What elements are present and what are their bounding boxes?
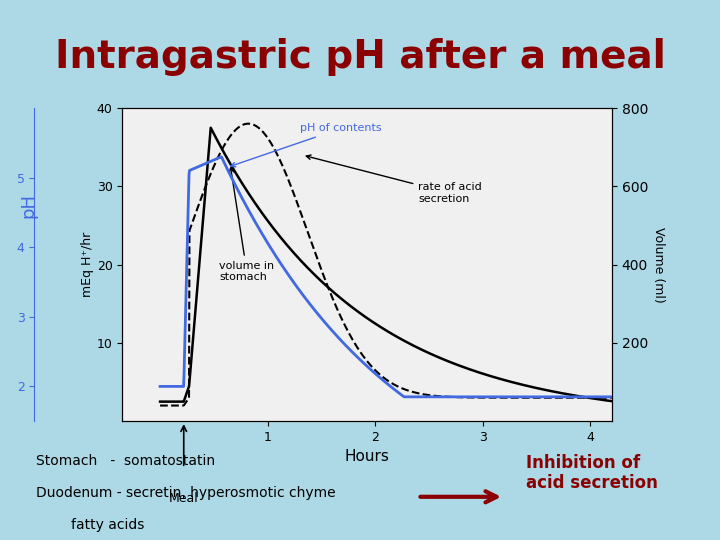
Text: Meal: Meal	[169, 491, 199, 505]
Y-axis label: mEq H⁺/hr: mEq H⁺/hr	[81, 232, 94, 297]
Text: rate of acid
secretion: rate of acid secretion	[306, 155, 482, 204]
Text: pH of contents: pH of contents	[231, 124, 382, 167]
Text: Intragastric pH after a meal: Intragastric pH after a meal	[55, 38, 665, 76]
Text: Inhibition of
acid secretion: Inhibition of acid secretion	[526, 454, 657, 492]
X-axis label: Hours: Hours	[345, 449, 390, 464]
Text: volume in
stomach: volume in stomach	[220, 168, 274, 282]
Text: Duodenum - secretin, hyperosmotic chyme: Duodenum - secretin, hyperosmotic chyme	[36, 486, 336, 500]
Text: fatty acids: fatty acids	[36, 518, 145, 532]
Text: pH: pH	[20, 193, 37, 218]
Text: Stomach   -  somatostatin: Stomach - somatostatin	[36, 454, 215, 468]
Y-axis label: Volume (ml): Volume (ml)	[652, 227, 665, 302]
